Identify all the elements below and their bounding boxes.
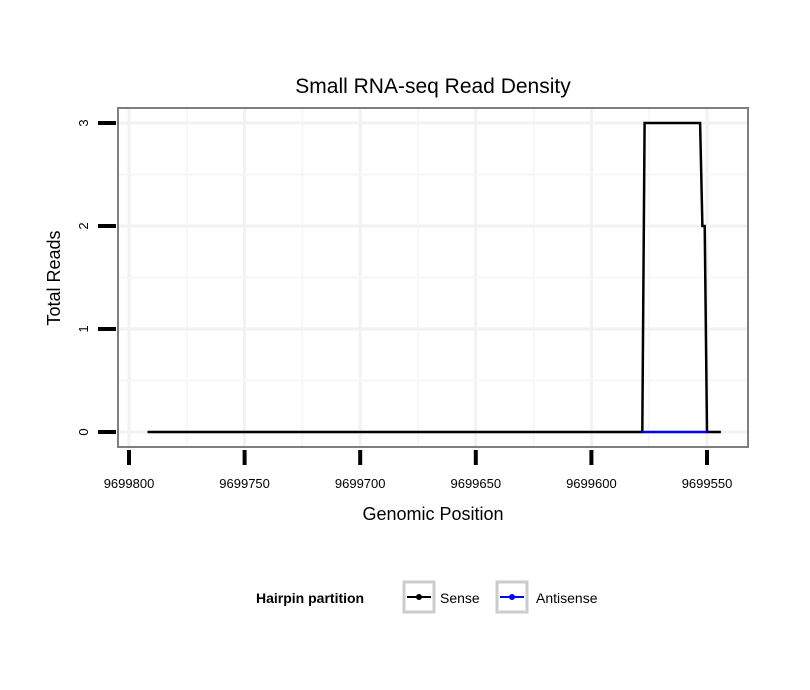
legend-item-antisense[interactable]: Antisense — [495, 580, 598, 614]
x-axis: 9699800 9699750 9699700 9699650 9699600 96995… — [104, 450, 733, 491]
chart-title: Small RNA-seq Read Density — [295, 75, 571, 98]
legend: Hairpin partition Sense Antisense — [256, 580, 598, 614]
x-tick-label: 9699800 — [104, 476, 155, 491]
y-tick-label: 0 — [76, 428, 91, 435]
y-axis: 0 1 2 3 — [76, 119, 116, 436]
x-axis-label: Genomic Position — [362, 504, 503, 524]
x-tick-label: 9699650 — [450, 476, 501, 491]
x-tick-label: 9699600 — [566, 476, 617, 491]
x-tick-label: 9699750 — [219, 476, 270, 491]
y-tick-label: 1 — [76, 325, 91, 332]
legend-title: Hairpin partition — [256, 590, 364, 606]
grid — [119, 109, 747, 446]
legend-label-antisense: Antisense — [536, 590, 598, 606]
x-tick-label: 9699550 — [682, 476, 733, 491]
y-axis-label: Total Reads — [44, 230, 64, 325]
plot-panel-border — [117, 107, 749, 448]
x-tick-label: 9699700 — [335, 476, 386, 491]
series-line-sense — [147, 121, 721, 434]
legend-label-sense: Sense — [440, 590, 480, 606]
series-layer — [147, 121, 721, 434]
y-tick-label: 2 — [76, 222, 91, 229]
legend-item-sense[interactable]: Sense — [402, 580, 480, 614]
y-tick-label: 3 — [76, 119, 91, 126]
